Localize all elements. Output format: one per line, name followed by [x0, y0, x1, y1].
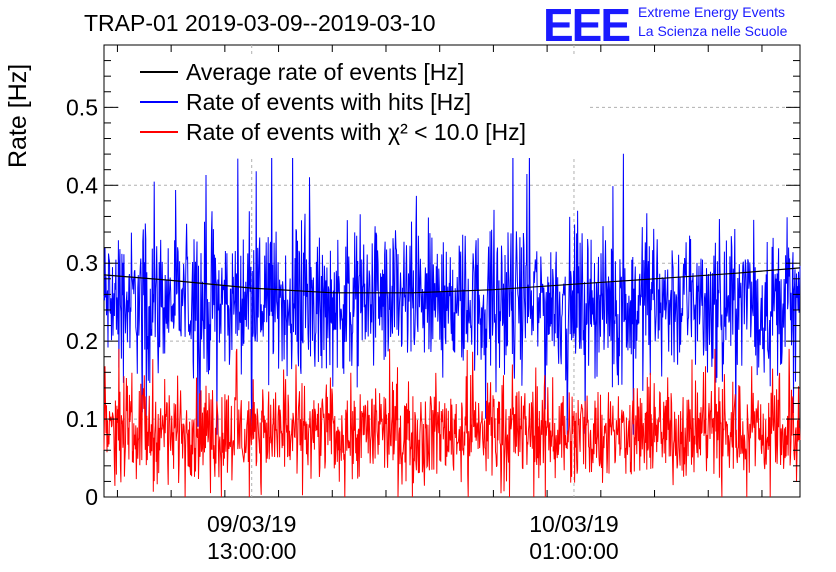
x-tick-time: 01:00:00	[529, 538, 619, 564]
y-tick-label: 0.3	[66, 250, 98, 276]
legend-label: Average rate of events [Hz]	[186, 59, 464, 85]
logo-line-1: Extreme Energy Events	[638, 4, 786, 20]
legend: Average rate of events [Hz] Rate of event…	[120, 54, 590, 158]
legend-label: Rate of events with hits [Hz]	[186, 89, 471, 115]
y-tick-label: 0.4	[66, 172, 98, 198]
x-tick-date: 10/03/19	[529, 511, 619, 537]
eee-logo: EEE	[543, 0, 631, 51]
legend-label: Rate of events with χ² < 10.0 [Hz]	[186, 119, 526, 145]
logo-caption: Extreme Energy Events La Scienza nelle S…	[638, 3, 787, 41]
series-layer	[103, 138, 801, 498]
series-hits-line	[103, 138, 801, 435]
legend-box	[120, 54, 590, 158]
y-tick-label: 0.5	[66, 94, 98, 120]
logo-line-2: La Scienza nelle Scuole	[638, 23, 788, 39]
y-tick-label: 0.2	[66, 328, 98, 354]
series-chi2-line	[103, 348, 801, 498]
x-tick-time: 13:00:00	[207, 538, 297, 564]
y-tick-label: 0.1	[66, 406, 98, 432]
y-axis-label: Rate [Hz]	[4, 63, 32, 168]
chart-title: TRAP-01 2019-03-09--2019-03-10	[84, 10, 436, 36]
x-tick-date: 09/03/19	[207, 511, 297, 537]
series-average-line	[103, 267, 801, 294]
y-tick-label: 0	[85, 484, 98, 510]
